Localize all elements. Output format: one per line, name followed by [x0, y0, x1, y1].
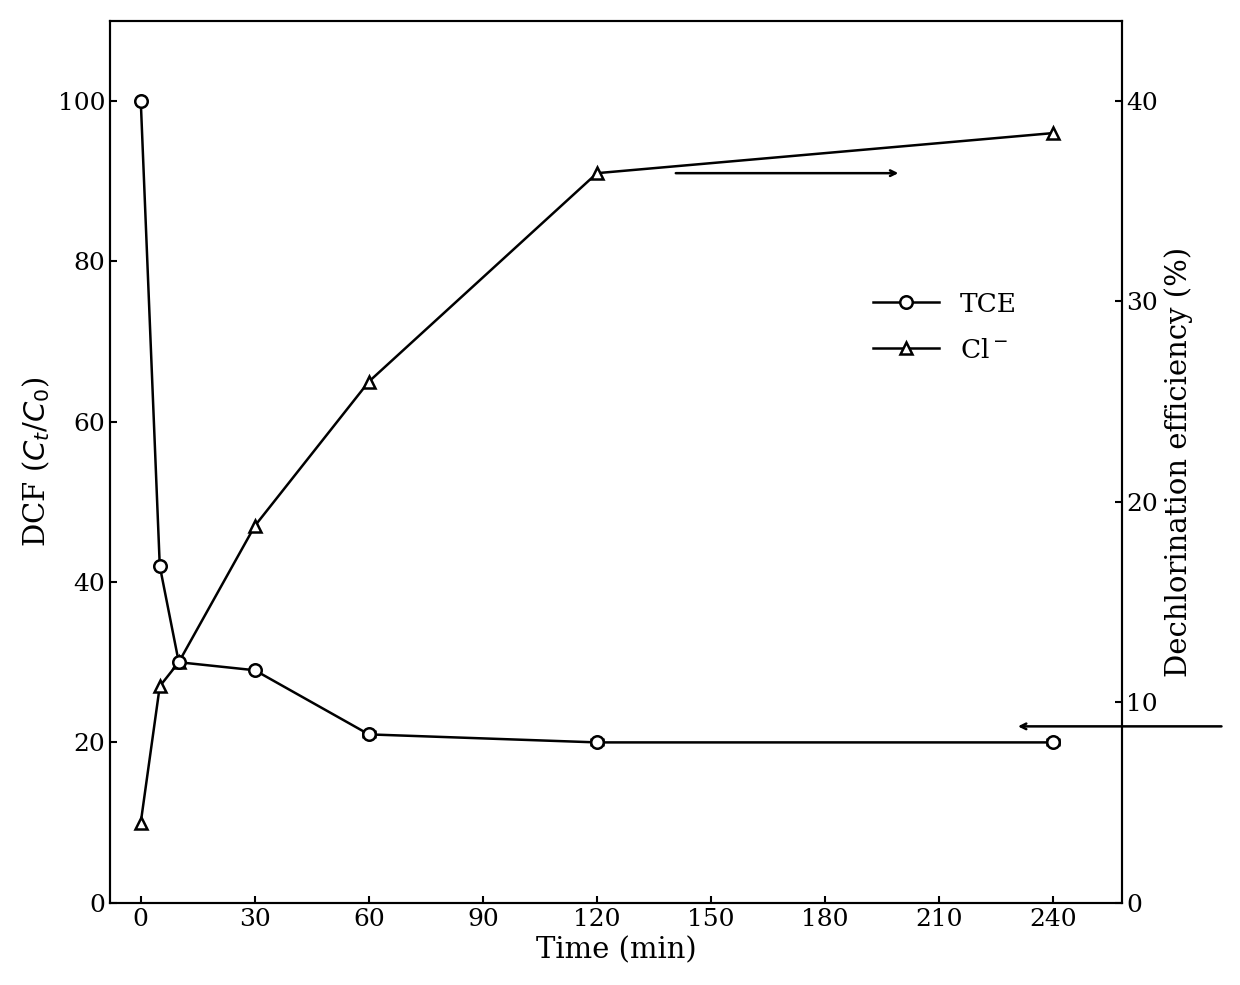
- X-axis label: Time (min): Time (min): [536, 936, 697, 964]
- Cl$^-$: [1045, 127, 1060, 139]
- Cl$^-$: [589, 167, 604, 179]
- Legend: TCE, Cl$^-$: TCE, Cl$^-$: [862, 281, 1028, 373]
- Y-axis label: DCF ($C_t$/$C_0$): DCF ($C_t$/$C_0$): [21, 376, 52, 547]
- Cl$^-$: [153, 681, 167, 692]
- Y-axis label: Dechlorination efficiency (%): Dechlorination efficiency (%): [1164, 246, 1193, 677]
- Cl$^-$: [247, 520, 262, 532]
- Cl$^-$: [134, 817, 149, 828]
- Cl$^-$: [171, 656, 186, 668]
- Line: Cl$^-$: Cl$^-$: [134, 127, 1059, 828]
- Cl$^-$: [361, 375, 376, 387]
